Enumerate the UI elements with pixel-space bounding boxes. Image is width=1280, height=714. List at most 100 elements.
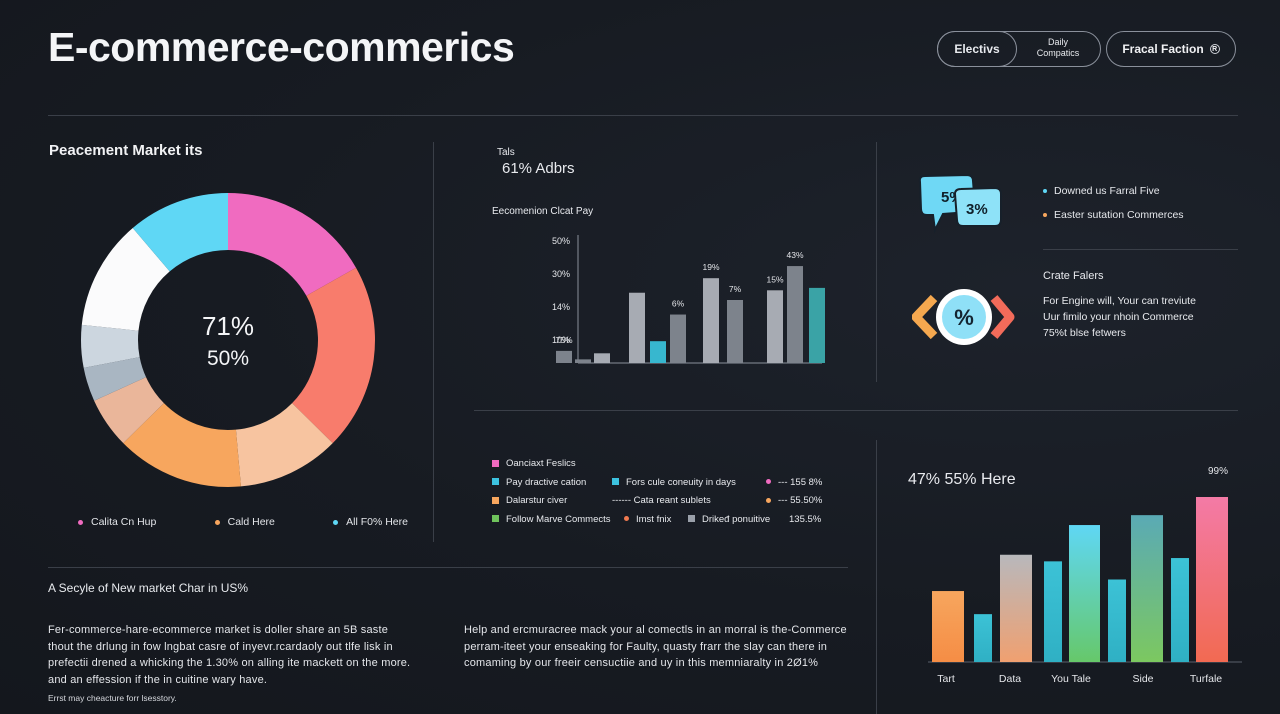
- legend-swatch: [492, 515, 499, 523]
- para-line: prefectii drened a whicking the 1.30% on…: [48, 657, 411, 669]
- x-category-label: You Tale: [1051, 673, 1091, 685]
- bar-chart-title: Eecomenion Clcat Pay: [492, 206, 594, 217]
- donut-center-value2: 50%: [207, 347, 249, 370]
- side-line: 75%t blse fetwers: [1043, 327, 1126, 339]
- daily-compatics-tab[interactable]: Daily Compatics: [1020, 37, 1096, 59]
- bar-4: [650, 341, 666, 363]
- bar-data-label: 19%: [702, 262, 719, 272]
- right-bar-0: [932, 591, 964, 662]
- bar-chart: 50%30%14%10%75%6%19%7%15%43%23%: [552, 235, 825, 364]
- legend-label: Fors cule coneuity in days: [626, 476, 736, 488]
- divider-v2: [876, 142, 877, 382]
- legend-item: Dalarstur civer: [492, 495, 567, 506]
- percent-icon-text: %: [954, 305, 974, 330]
- bubble2-text: 3%: [966, 201, 988, 218]
- right-bar-4: [1069, 525, 1100, 662]
- x-category-label: Side: [1132, 673, 1153, 685]
- y-tick-label: 50%: [552, 236, 570, 246]
- legend-label: Pay dractive cation: [506, 476, 587, 488]
- donut-slice-1: [292, 267, 375, 444]
- legend-swatch: [624, 516, 629, 522]
- bar-9: [787, 266, 803, 363]
- legend-swatch: [688, 515, 695, 523]
- bar-6: [703, 278, 719, 363]
- para-line: Fer-commerce-hare-ecommerce market is do…: [48, 624, 389, 636]
- side-bullet-label: Easter sutation Commerces: [1054, 209, 1184, 221]
- legend-item: Fors cule coneuity in days: [612, 477, 736, 488]
- para-line: perram-iteet your enseaking for Faulty, …: [464, 640, 828, 653]
- donut-slice-4: [94, 377, 164, 444]
- bottom-paragraph-1: Fer-commerce-hare-ecommerce market is do…: [48, 622, 448, 688]
- right-bar-8: [1196, 497, 1228, 662]
- bar-7: [727, 300, 743, 363]
- legend-label: Imst fnix: [636, 513, 672, 525]
- right-bar-6: [1131, 515, 1163, 662]
- bar-10: [809, 287, 825, 363]
- donut-legend-label: All F0% Here: [346, 516, 408, 528]
- donut-legend: Calita Cn Hup Cald Here All F0% Here: [78, 516, 408, 528]
- donut-legend-item: Calita Cn Hup: [78, 516, 156, 528]
- legend-swatch: [766, 497, 771, 503]
- right-bar-1: [974, 614, 992, 662]
- right-bar-chart: 99% Tart Data You Tale Side Turfale: [928, 466, 1242, 685]
- footnote: Errst may cheacture forr lsesstory.: [48, 693, 177, 703]
- legend-item: Drikeđ ponuitive: [688, 514, 770, 525]
- legend-item: Pay dractive cation: [492, 477, 586, 488]
- registered-icon: R: [1209, 44, 1220, 54]
- legend-item: --- 55.50%: [766, 495, 822, 506]
- bar-8: [767, 290, 783, 363]
- bottom-heading: A Secyle of New market Char in US%: [48, 581, 249, 595]
- donut-slice-0: [228, 193, 357, 296]
- bar-5: [670, 314, 686, 363]
- divider-h-mid: [474, 410, 1238, 411]
- bar-3: [629, 292, 645, 363]
- para-line: Help and ercmuracree mack your al comect…: [464, 624, 847, 636]
- bar-kicker: Tals: [497, 147, 515, 158]
- view-toggle[interactable]: Electivs Daily Compatics: [937, 30, 1101, 67]
- electivs-tab[interactable]: Electivs: [937, 30, 1017, 67]
- legend-item: 135.5%: [789, 514, 821, 525]
- donut-legend-label: Cald Here: [227, 516, 275, 528]
- legend-label: ------ Cata reant sublets: [612, 495, 711, 506]
- bar-1: [575, 359, 591, 363]
- divider-v3: [876, 440, 877, 714]
- legend-label: --- 55.50%: [778, 495, 823, 506]
- donut-slice-2: [235, 403, 333, 487]
- y-tick-label: 10%: [552, 335, 570, 345]
- bar-data-label: 15%: [766, 274, 783, 284]
- side-bullet-item: Easter sutation Commerces: [1043, 209, 1184, 221]
- x-category-label: Data: [999, 673, 1021, 685]
- legend-swatch: [612, 478, 619, 486]
- donut-chart: 71% 50%: [81, 193, 375, 487]
- right-bar-3: [1044, 561, 1062, 662]
- donut-legend-item: Cald Here: [214, 516, 275, 528]
- bar-headline: 61% Adbrs: [502, 160, 575, 177]
- donut-slice-6: [81, 324, 140, 368]
- y-tick-label: 30%: [552, 269, 570, 279]
- bar-data-label: 6%: [672, 299, 685, 309]
- side-text: For Engine will, Your can treviute Uur f…: [1043, 293, 1196, 341]
- bar-data-label: 75%: [555, 335, 572, 345]
- donut-slice-5: [83, 357, 147, 401]
- side-bullet-label: Downed us Farral Five: [1054, 185, 1160, 197]
- fracal-faction-button[interactable]: Fracal Faction R: [1106, 31, 1236, 67]
- bar-data-label: 43%: [786, 250, 803, 260]
- top-bar-label: 99%: [1208, 466, 1228, 477]
- legend-item: Oanciaxt Feslics: [492, 458, 576, 469]
- donut-slice-8: [132, 193, 228, 272]
- para-line: comaming by our freeir censuctiie and uy…: [464, 657, 819, 669]
- compatics-label: Compatics: [1036, 48, 1080, 58]
- right-bar-2: [1000, 554, 1032, 662]
- side-line: For Engine will, Your can treviute: [1043, 295, 1196, 307]
- legend-label: Drikeđ ponuitive: [702, 513, 771, 525]
- bar-data-label: 7%: [729, 284, 742, 294]
- donut-center-value1: 71%: [202, 311, 254, 341]
- x-category-label: Tart: [937, 673, 955, 685]
- legend-swatch: [492, 496, 499, 504]
- x-category-label: Turfale: [1190, 673, 1222, 685]
- y-tick-label: 14%: [552, 302, 570, 312]
- bar-2: [594, 353, 610, 363]
- right-bar-5: [1108, 579, 1126, 662]
- legend-swatch: [492, 459, 499, 467]
- donut-slice-3: [123, 403, 241, 487]
